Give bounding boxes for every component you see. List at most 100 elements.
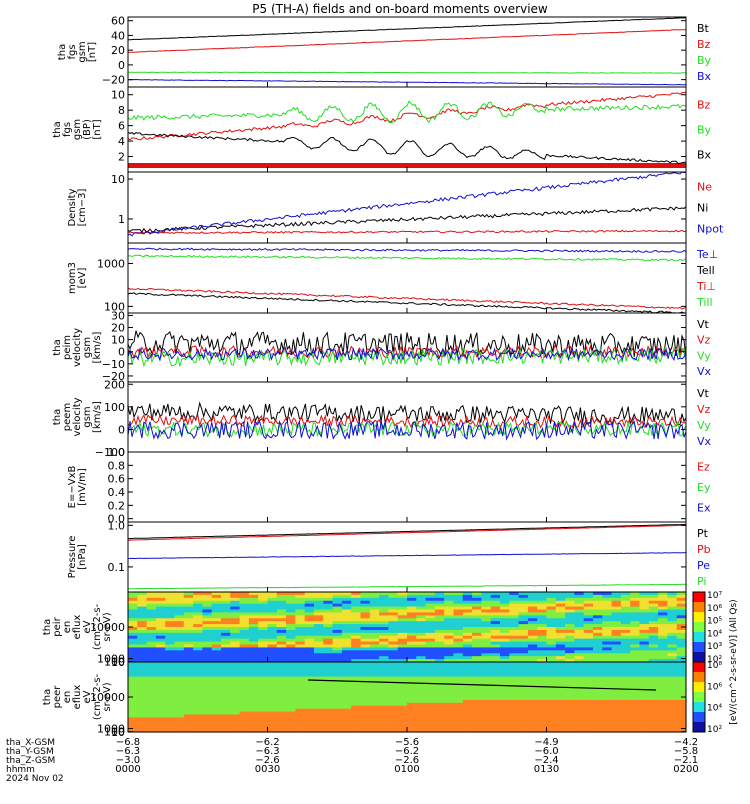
heatmap-cell xyxy=(258,635,269,640)
heatmap-cell xyxy=(193,691,203,695)
heatmap-cell xyxy=(481,679,492,684)
heatmap-cell xyxy=(500,688,510,692)
heatmap-cell xyxy=(620,679,631,684)
heatmap-cell xyxy=(332,615,343,619)
heatmap-cell xyxy=(620,685,631,689)
heatmap-cell xyxy=(639,708,650,713)
heatmap-cell xyxy=(230,708,241,713)
heatmap-cell xyxy=(658,699,668,704)
heatmap-cell xyxy=(174,656,185,660)
heatmap-cell xyxy=(574,603,585,608)
heatmap-cell xyxy=(248,650,259,654)
heatmap-cell xyxy=(444,708,455,713)
heatmap-cell xyxy=(341,676,352,681)
heatmap-cell xyxy=(165,603,176,608)
heatmap-cell xyxy=(258,664,269,669)
heatmap-cell xyxy=(574,594,585,599)
heatmap-cell xyxy=(639,667,650,672)
heatmap-cell xyxy=(146,682,157,686)
heatmap-cell xyxy=(527,711,538,716)
heatmap-cell xyxy=(509,685,520,689)
heatmap-cell xyxy=(388,705,399,710)
heatmap-cell xyxy=(639,720,650,724)
heatmap-cell xyxy=(341,699,352,704)
y-tick-label: 0 xyxy=(118,423,125,436)
heatmap-cell xyxy=(593,694,603,698)
heatmap-cell xyxy=(183,606,194,611)
heatmap-cell xyxy=(267,638,278,643)
heatmap-cell xyxy=(509,726,520,730)
heatmap-cell xyxy=(193,632,203,637)
heatmap-cell xyxy=(518,592,529,596)
heatmap-cell xyxy=(332,711,343,716)
heatmap-cell xyxy=(193,723,203,727)
heatmap-cell xyxy=(388,699,399,704)
heatmap-cell xyxy=(574,638,585,643)
y-axis-label-line: tha xyxy=(52,121,63,137)
heatmap-cell xyxy=(369,597,380,602)
heatmap-cell xyxy=(165,714,176,719)
heatmap-cell xyxy=(128,729,138,733)
heatmap-cell xyxy=(611,659,622,663)
heatmap-cell xyxy=(602,597,613,602)
heatmap-cell xyxy=(193,664,203,669)
heatmap-cell xyxy=(611,702,622,707)
heatmap-cell xyxy=(546,679,557,684)
heatmap-cell xyxy=(128,635,138,640)
heatmap-cell xyxy=(221,705,231,710)
heatmap-cell xyxy=(481,653,492,657)
heatmap-cell xyxy=(648,615,659,619)
heatmap-cell xyxy=(360,618,371,622)
heatmap-cell xyxy=(267,615,278,619)
heatmap-cell xyxy=(537,629,548,634)
heatmap-cell xyxy=(490,676,501,681)
heatmap-cell xyxy=(230,729,241,733)
heatmap-cell xyxy=(202,597,213,602)
heatmap-cell xyxy=(648,621,659,625)
heatmap-cell xyxy=(416,708,427,713)
heatmap-cell xyxy=(230,670,241,675)
heatmap-cell xyxy=(425,708,436,713)
heatmap-cell xyxy=(341,592,352,596)
heatmap-cell xyxy=(323,621,334,625)
heatmap-cell xyxy=(341,729,352,733)
heatmap-cell xyxy=(434,670,445,675)
heatmap-cell xyxy=(583,629,594,634)
heatmap-cell xyxy=(537,694,548,698)
heatmap-cell xyxy=(565,632,575,637)
heatmap-cell xyxy=(286,653,296,657)
heatmap-cell xyxy=(304,632,315,637)
heatmap-cell xyxy=(593,624,603,628)
heatmap-cell xyxy=(434,676,445,681)
heatmap-cell xyxy=(425,638,436,643)
heatmap-cell xyxy=(174,708,185,713)
heatmap-cell xyxy=(583,638,594,643)
heatmap-cell xyxy=(211,688,222,692)
heatmap-cell xyxy=(555,635,566,640)
heatmap-cell xyxy=(332,638,343,643)
heatmap-cell xyxy=(676,679,687,684)
heatmap-cell xyxy=(574,597,585,602)
heatmap-cell xyxy=(258,711,269,716)
heatmap-cell xyxy=(546,615,557,619)
heatmap-cell xyxy=(379,673,389,678)
y-axis-label-line: mom3 xyxy=(67,262,78,294)
heatmap-cell xyxy=(518,632,529,637)
heatmap-cell xyxy=(332,632,343,637)
heatmap-cell xyxy=(276,705,287,710)
y-axis-label-line: peim xyxy=(62,335,73,360)
heatmap-cell xyxy=(667,635,678,640)
heatmap-cell xyxy=(230,615,241,619)
heatmap-cell xyxy=(193,682,203,686)
heatmap-cell xyxy=(165,699,176,704)
heatmap-cell xyxy=(276,612,287,616)
heatmap-cell xyxy=(267,624,278,628)
heatmap-cell xyxy=(341,656,352,660)
heatmap-cell xyxy=(583,606,594,611)
heatmap-cell xyxy=(295,708,306,713)
heatmap-cell xyxy=(379,711,389,716)
heatmap-cell xyxy=(137,635,148,640)
heatmap-cell xyxy=(202,618,213,622)
heatmap-cell xyxy=(602,711,613,716)
heatmap-cell xyxy=(602,594,613,599)
